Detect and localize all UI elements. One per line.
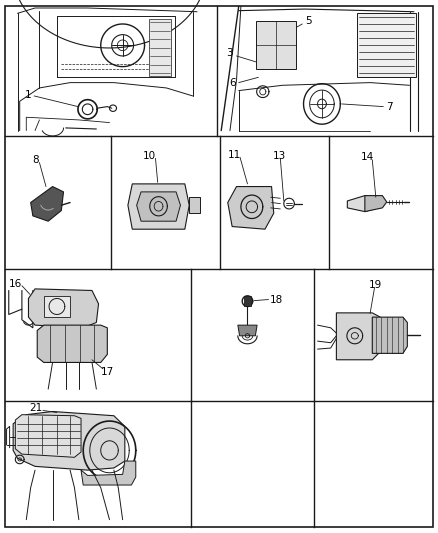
Polygon shape	[137, 192, 180, 221]
Polygon shape	[256, 21, 296, 69]
Text: 11: 11	[228, 150, 241, 159]
Text: 1: 1	[25, 90, 32, 100]
Polygon shape	[37, 325, 107, 362]
Polygon shape	[357, 13, 416, 77]
Polygon shape	[128, 184, 189, 229]
Text: 14: 14	[361, 152, 374, 161]
Polygon shape	[31, 187, 64, 221]
Text: 18: 18	[269, 295, 283, 304]
Polygon shape	[365, 196, 387, 212]
Polygon shape	[228, 187, 274, 229]
Polygon shape	[149, 19, 171, 76]
Text: 10: 10	[142, 151, 155, 160]
Text: 8: 8	[32, 155, 39, 165]
Polygon shape	[189, 197, 200, 213]
Polygon shape	[244, 296, 251, 306]
Text: 16: 16	[9, 279, 22, 288]
Text: 5: 5	[305, 17, 312, 26]
Polygon shape	[44, 296, 70, 317]
Polygon shape	[336, 313, 380, 360]
Polygon shape	[347, 196, 378, 212]
Text: 3: 3	[226, 49, 233, 58]
Text: 19: 19	[369, 280, 382, 289]
Polygon shape	[81, 461, 136, 485]
Polygon shape	[13, 411, 125, 470]
Polygon shape	[372, 317, 407, 353]
Polygon shape	[238, 325, 257, 336]
Text: 21: 21	[29, 403, 42, 413]
Text: 17: 17	[101, 367, 114, 377]
Polygon shape	[15, 415, 81, 457]
Polygon shape	[28, 289, 99, 328]
Text: 13: 13	[273, 151, 286, 160]
Text: 7: 7	[386, 102, 393, 111]
Text: 6: 6	[229, 78, 236, 87]
